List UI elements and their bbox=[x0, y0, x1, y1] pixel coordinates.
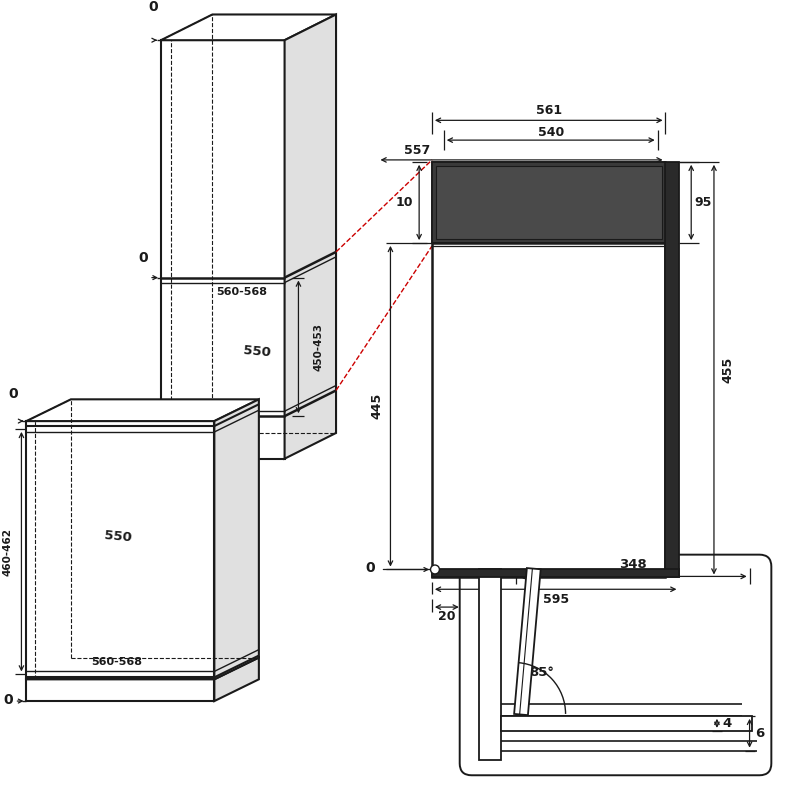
Text: 561: 561 bbox=[536, 104, 562, 117]
Text: 0: 0 bbox=[138, 251, 148, 265]
Text: 460-462: 460-462 bbox=[2, 528, 13, 576]
Text: 20: 20 bbox=[438, 610, 455, 623]
Text: 6: 6 bbox=[755, 726, 764, 740]
Polygon shape bbox=[214, 399, 259, 679]
Polygon shape bbox=[214, 658, 259, 701]
Polygon shape bbox=[161, 40, 285, 458]
Circle shape bbox=[430, 565, 439, 574]
FancyBboxPatch shape bbox=[460, 554, 771, 775]
Text: 0: 0 bbox=[9, 387, 18, 402]
Polygon shape bbox=[479, 570, 502, 761]
Text: 557: 557 bbox=[404, 143, 430, 157]
Text: 595: 595 bbox=[542, 593, 569, 606]
Text: 550: 550 bbox=[104, 529, 133, 545]
Text: 0: 0 bbox=[366, 561, 375, 574]
Text: 540: 540 bbox=[538, 126, 564, 138]
Polygon shape bbox=[171, 390, 326, 411]
Polygon shape bbox=[285, 14, 336, 458]
Text: 0: 0 bbox=[148, 0, 158, 14]
Text: 455: 455 bbox=[722, 357, 734, 382]
Text: 445: 445 bbox=[370, 393, 383, 419]
Polygon shape bbox=[432, 162, 666, 243]
Polygon shape bbox=[26, 658, 259, 679]
Text: 450-453: 450-453 bbox=[314, 323, 323, 371]
Polygon shape bbox=[171, 282, 282, 411]
Polygon shape bbox=[171, 261, 326, 282]
Text: 0: 0 bbox=[4, 693, 14, 707]
Polygon shape bbox=[432, 162, 666, 578]
Polygon shape bbox=[26, 399, 259, 421]
Polygon shape bbox=[502, 716, 751, 730]
Text: 95: 95 bbox=[694, 196, 712, 209]
Text: 4: 4 bbox=[722, 717, 731, 730]
Polygon shape bbox=[26, 679, 214, 701]
Text: 10: 10 bbox=[395, 196, 413, 209]
Polygon shape bbox=[432, 570, 679, 578]
Text: 560-568: 560-568 bbox=[91, 658, 142, 667]
Text: 550: 550 bbox=[242, 344, 271, 359]
Polygon shape bbox=[26, 421, 214, 679]
Text: 348: 348 bbox=[619, 558, 646, 571]
Polygon shape bbox=[282, 261, 326, 411]
Text: 85°: 85° bbox=[530, 666, 554, 679]
Polygon shape bbox=[436, 166, 662, 239]
Polygon shape bbox=[212, 411, 248, 674]
Polygon shape bbox=[36, 411, 248, 429]
Polygon shape bbox=[36, 429, 212, 674]
Text: 560-568: 560-568 bbox=[217, 287, 267, 298]
Polygon shape bbox=[666, 162, 679, 578]
Polygon shape bbox=[514, 568, 541, 715]
Polygon shape bbox=[161, 14, 336, 40]
